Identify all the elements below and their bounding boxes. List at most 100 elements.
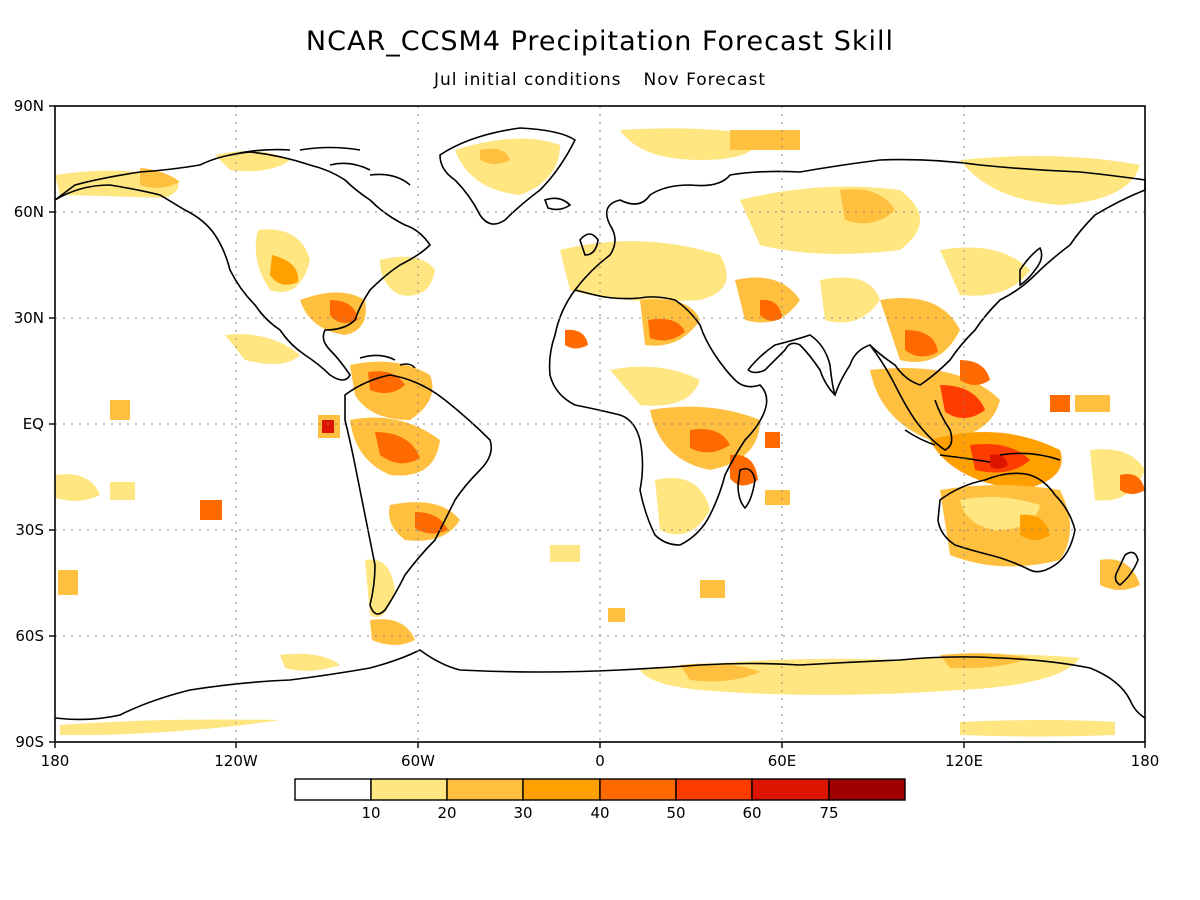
lon-tick-label: 0 <box>595 752 605 770</box>
coastline-europe <box>574 158 1146 397</box>
coastline-australia <box>937 472 1076 573</box>
skill-patch <box>680 663 760 682</box>
skill-patch <box>565 329 588 349</box>
skill-patch <box>765 490 790 505</box>
lon-tick-label: 120W <box>214 752 258 770</box>
skill-patch <box>730 130 800 150</box>
colorbar-label: 20 <box>437 804 456 822</box>
colorbar-swatch <box>294 778 372 801</box>
skill-patch <box>1020 514 1050 540</box>
colorbar: 10 20 30 40 50 60 75 <box>294 778 906 822</box>
coastline-british-isles <box>579 233 599 256</box>
skill-patch <box>765 432 780 448</box>
skill-patch <box>740 186 920 254</box>
coastline-india <box>747 334 836 396</box>
skill-patch <box>365 559 395 618</box>
skill-patch <box>480 148 510 164</box>
skill-patch <box>960 156 1140 205</box>
skill-patch <box>655 478 710 535</box>
colorbar-label: 60 <box>742 804 761 822</box>
lat-tick-label: 30N <box>14 309 44 327</box>
longitude-labels: 180 120W 60W 0 60E 120E 180 <box>41 752 1160 770</box>
subtitle-initial-conditions: Jul initial conditions <box>433 70 622 90</box>
coastline-africa <box>548 289 768 546</box>
colorbar-label: 75 <box>819 804 838 822</box>
skill-patch <box>270 255 299 285</box>
skill-patch <box>1120 474 1145 494</box>
lat-tick-label: EQ <box>23 415 44 433</box>
coastline-iceland <box>543 197 572 211</box>
skill-patch <box>905 330 938 357</box>
skill-patch <box>322 420 334 433</box>
latitude-labels: 90N 60N 30N EQ 30S 60S 90S <box>14 97 44 751</box>
colorbar-swatch <box>446 778 524 801</box>
coastline-madagascar <box>737 467 756 510</box>
skill-patch <box>760 299 782 321</box>
skill-patch <box>960 360 990 385</box>
lon-tick-label: 180 <box>1131 752 1160 770</box>
colorbar-swatch <box>675 778 753 801</box>
coastline-south-america <box>344 374 493 615</box>
colorbar-swatch <box>522 778 601 801</box>
skill-patch <box>1050 395 1070 412</box>
skill-patch <box>840 189 895 224</box>
skill-patch <box>1100 559 1140 590</box>
colorbar-swatch <box>828 778 906 801</box>
lon-tick-label: 60W <box>401 752 435 770</box>
coastline-arctic-islands <box>229 146 411 186</box>
lat-tick-label: 60S <box>15 627 44 645</box>
map-title: NCAR_CCSM4 Precipitation Forecast Skill <box>305 26 895 57</box>
skill-patch <box>648 318 685 341</box>
skill-patch <box>215 151 290 172</box>
skill-patch <box>940 247 1030 296</box>
skill-shading <box>55 128 1145 737</box>
skill-patch <box>735 277 800 323</box>
coastline-indonesia <box>904 429 1061 463</box>
graticule <box>55 106 1145 742</box>
skill-patch <box>330 300 358 324</box>
coastline <box>54 127 1146 721</box>
skill-patch <box>225 334 300 364</box>
skill-patch <box>820 277 880 323</box>
skill-patch <box>280 653 340 671</box>
subtitle-forecast-month: Nov Forecast <box>643 70 767 90</box>
lon-tick-label: 60E <box>768 752 797 770</box>
colorbar-swatch <box>599 778 677 801</box>
colorbar-swatch <box>751 778 830 801</box>
coastline-caribbean <box>359 354 416 369</box>
skill-patch <box>200 500 222 520</box>
skill-patch <box>700 580 725 598</box>
skill-patch <box>58 570 78 595</box>
skill-patch <box>608 608 625 622</box>
skill-patch <box>940 385 985 419</box>
skill-patch <box>960 720 1115 737</box>
skill-patch <box>55 474 100 501</box>
skill-patch <box>370 619 415 645</box>
skill-patch <box>110 482 135 500</box>
axis-ticks <box>49 105 1146 748</box>
skill-patch <box>870 368 1000 440</box>
coastline-se-asia <box>869 344 953 451</box>
coastline-north-america <box>54 151 432 381</box>
skill-patch <box>375 432 420 464</box>
skill-patch <box>60 719 280 735</box>
skill-patch <box>380 256 435 296</box>
skill-patch <box>1075 395 1110 412</box>
skill-patch <box>730 454 758 486</box>
skill-patch <box>880 298 960 362</box>
lat-tick-label: 90S <box>15 733 44 751</box>
skill-patch <box>690 429 730 453</box>
skill-patch <box>990 454 1008 469</box>
colorbar-label: 10 <box>361 804 380 822</box>
skill-patch <box>110 400 130 420</box>
colorbar-label: 40 <box>590 804 609 822</box>
coastline-greenland <box>439 127 577 225</box>
coastline-antarctica <box>54 649 1146 721</box>
colorbar-swatch <box>370 778 448 801</box>
lon-tick-label: 120E <box>945 752 983 770</box>
lon-tick-label: 180 <box>41 752 70 770</box>
skill-patch <box>550 545 580 562</box>
coastline-new-zealand <box>1114 551 1139 586</box>
map-subtitle: Jul initial conditions Nov Forecast <box>0 70 1200 90</box>
